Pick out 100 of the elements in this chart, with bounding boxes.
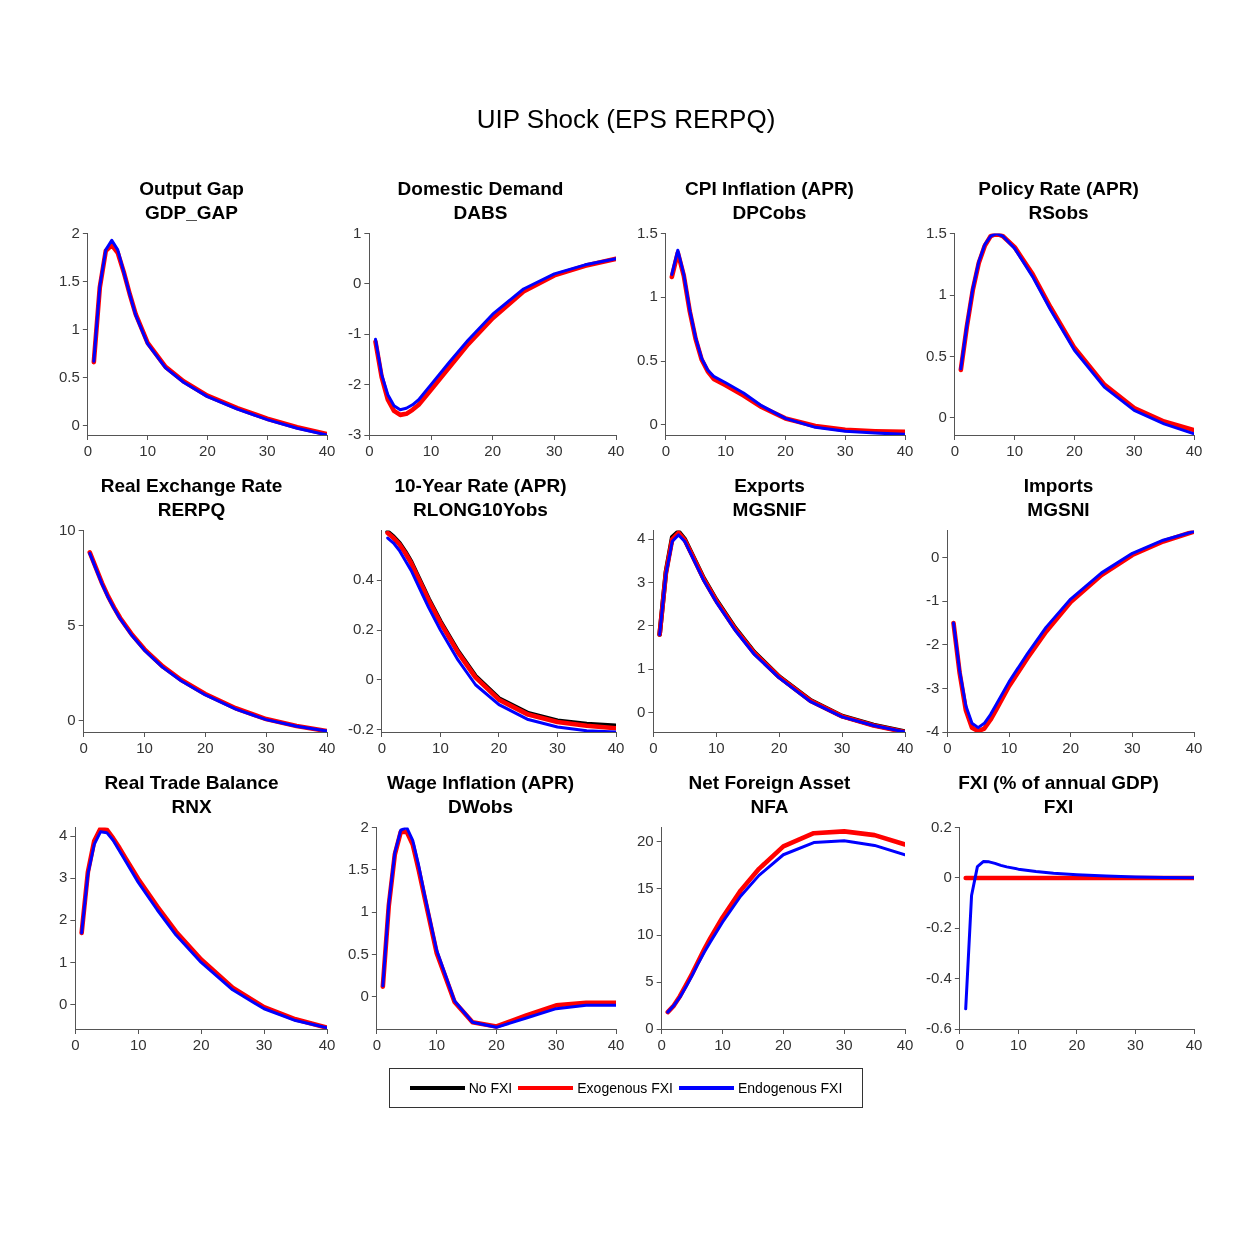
x-tick-label: 10: [432, 739, 449, 757]
y-tick-label: -0.6: [925, 1019, 952, 1037]
x-tick-label: 30: [255, 1036, 273, 1054]
x-tick-label: 20: [1068, 1036, 1086, 1054]
y-tick-label: 4: [637, 529, 646, 547]
x-tick-label: 20: [490, 739, 508, 757]
y-tick-label: 5: [67, 615, 76, 633]
x-tick-label: 40: [896, 1036, 914, 1054]
x-tick-label: 40: [607, 442, 625, 460]
y-tick-label: 0.4: [352, 570, 374, 588]
x-tick-label: 20: [1066, 442, 1083, 460]
y-tick-label: -2: [925, 634, 940, 652]
y-tick-label: 2: [59, 910, 68, 928]
x-tick-label: 20: [1062, 739, 1080, 757]
x-tick-label: 40: [607, 739, 625, 757]
chart-title: Output Gap: [139, 177, 244, 199]
chart-title: Real Exchange Rate: [100, 474, 283, 496]
x-tick-label: 20: [770, 739, 788, 757]
x-tick-label: 30: [1127, 1036, 1144, 1054]
x-tick-label: 30: [1125, 442, 1143, 460]
y-tick-label: 4: [59, 826, 68, 844]
y-tick-label: 0: [943, 868, 952, 886]
y-tick-label: -0.2: [347, 719, 374, 737]
y-tick-label: 1: [71, 319, 80, 337]
chart-title: Exports: [734, 474, 805, 496]
x-tick-label: 10: [139, 442, 156, 460]
x-tick-label: 30: [545, 442, 563, 460]
chart-title: Wage Inflation (APR): [386, 771, 575, 793]
y-tick-label: 1.5: [347, 860, 369, 878]
x-tick-label: 30: [547, 1036, 565, 1054]
chart-title: Net Foreign Asset: [688, 771, 852, 793]
x-tick-label: 20: [484, 442, 502, 460]
x-tick-label: 0: [377, 739, 387, 757]
chart-title: CPI Inflation (APR): [685, 177, 854, 199]
y-tick-label: 0: [637, 702, 646, 720]
y-tick-label: -3: [347, 425, 362, 443]
x-tick-label: 40: [1185, 739, 1203, 757]
y-tick-label: 1: [59, 952, 68, 970]
y-tick-label: 0: [649, 414, 658, 432]
y-tick-label: 5: [645, 972, 654, 990]
x-tick-label: 40: [896, 739, 914, 757]
x-tick-label: 20: [199, 442, 216, 460]
y-tick-label: 1: [938, 285, 947, 303]
chart-subtitle: GDP_GAP: [145, 202, 239, 224]
chart-subtitle: MGSNI: [1027, 499, 1090, 521]
x-tick-label: 0: [955, 1036, 965, 1054]
chart-title: Policy Rate (APR): [978, 177, 1139, 199]
x-tick-label: 40: [1185, 1036, 1203, 1054]
y-tick-label: 1.5: [636, 223, 658, 241]
y-tick-label: 15: [637, 878, 654, 896]
y-tick-label: -3: [925, 678, 940, 696]
y-tick-label: 0: [930, 547, 940, 565]
chart-subtitle: FXI: [1043, 796, 1074, 818]
y-tick-label: -1: [925, 591, 940, 609]
y-tick-label: 0: [645, 1019, 654, 1037]
y-tick-label: 0: [365, 669, 374, 687]
y-tick-label: 0.5: [636, 351, 658, 369]
x-tick-label: 30: [549, 739, 566, 757]
x-tick-label: 30: [835, 1036, 853, 1054]
text: UIP Shock (EPS RERPQ): [475, 104, 777, 135]
x-tick-label: 30: [258, 442, 276, 460]
chart-subtitle: RERPQ: [157, 499, 226, 521]
y-tick-label: 1: [637, 659, 646, 677]
y-tick-label: 0: [938, 407, 947, 425]
x-tick-label: 10: [422, 442, 440, 460]
chart-title: Domestic Demand: [397, 177, 564, 199]
x-tick-label: 20: [777, 442, 794, 460]
y-tick-label: 1: [360, 902, 369, 920]
y-tick-label: 0.5: [347, 944, 369, 962]
y-tick-label: -2: [347, 374, 362, 392]
legend-label: Endogenous FXI: [738, 1080, 843, 1096]
chart-subtitle: RNX: [171, 796, 212, 818]
x-tick-label: 40: [318, 739, 336, 757]
x-tick-label: 0: [661, 442, 671, 460]
x-tick-label: 30: [257, 739, 275, 757]
x-tick-label: 20: [192, 1036, 210, 1054]
x-tick-label: 10: [1010, 1036, 1027, 1054]
y-tick-label: -1: [347, 324, 362, 342]
x-tick-label: 30: [833, 739, 851, 757]
chart-subtitle: NFA: [750, 796, 789, 818]
x-tick-label: 40: [318, 1036, 336, 1054]
y-tick-label: 1.5: [58, 271, 80, 289]
chart-title: FXI (% of annual GDP): [958, 771, 1159, 793]
legend-label: No FXI: [468, 1080, 513, 1096]
y-tick-label: -4: [925, 722, 940, 740]
x-tick-label: 20: [775, 1036, 792, 1054]
chart-subtitle: MGSNIF: [732, 499, 807, 521]
y-tick-label: 0: [352, 274, 362, 292]
chart-title: Imports: [1023, 474, 1094, 496]
y-tick-label: 2: [71, 223, 80, 241]
x-tick-label: 10: [136, 739, 153, 757]
y-tick-label: 2: [360, 817, 369, 835]
x-tick-label: 10: [1000, 739, 1018, 757]
x-tick-label: 0: [83, 442, 93, 460]
y-tick-label: 0.2: [352, 620, 374, 638]
y-tick-label: -0.4: [925, 968, 952, 986]
y-tick-label: 1: [352, 223, 362, 241]
chart-subtitle: DPCobs: [732, 202, 807, 224]
x-tick-label: 10: [717, 442, 734, 460]
chart-subtitle: RSobs: [1028, 202, 1089, 224]
